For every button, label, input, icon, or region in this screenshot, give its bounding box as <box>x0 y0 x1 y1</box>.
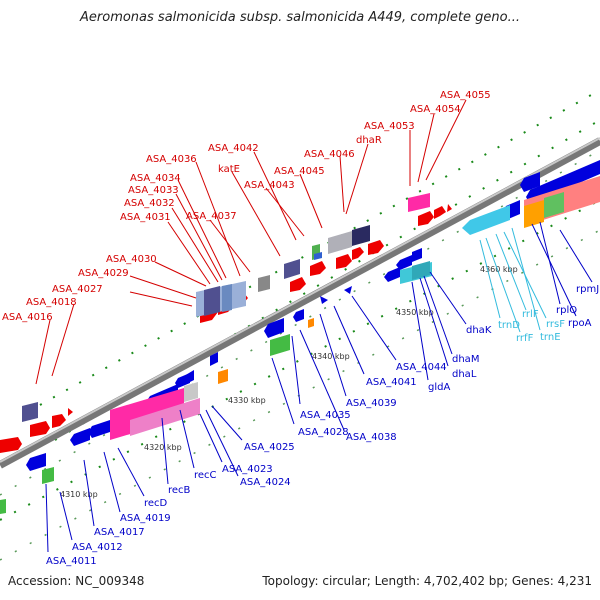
gene-label: ASA_4024 <box>240 477 291 488</box>
gene-label: rplQ <box>556 305 577 316</box>
gene-label: ASA_4036 <box>146 154 197 165</box>
accession-text: Accession: NC_009348 <box>8 574 145 588</box>
forward-strand-boxes <box>22 193 430 422</box>
gene-label: ASA_4018 <box>26 297 77 308</box>
gene-label: ASA_4031 <box>120 212 171 223</box>
gene-label: ASA_4043 <box>244 180 295 191</box>
ruler-label: 4310 kbp <box>60 490 98 499</box>
gene-label: dhaR <box>356 135 382 146</box>
genome-backbone <box>0 137 600 469</box>
gene-label: ASA_4055 <box>440 90 491 101</box>
gene-label: ASA_4023 <box>222 464 273 475</box>
gene-label: ASA_4045 <box>274 166 325 177</box>
inner-tick-row <box>0 199 600 561</box>
gene-label: ASA_4012 <box>72 542 123 553</box>
gene-label: ASA_4033 <box>128 185 179 196</box>
gene-label: ASA_4034 <box>130 173 181 184</box>
map-title: Aeromonas salmonicida subsp. salmonicida… <box>80 10 520 25</box>
gene-label: ASA_4046 <box>304 149 355 160</box>
gene-label: ASA_4054 <box>410 104 461 115</box>
reverse-strand-boxes <box>0 176 600 514</box>
ruler-label: 4340 kbp <box>312 352 350 361</box>
gene-label: recB <box>168 485 191 496</box>
gene-label: katE <box>218 164 240 175</box>
gene-label: ASA_4011 <box>46 556 97 567</box>
reverse-leader-lines <box>45 221 593 553</box>
ruler-label: 4360 kbp <box>480 265 518 274</box>
rna-gene-labels: trnD rrfF rrlF rrsF trnE <box>498 309 565 344</box>
ruler-labels: 4310 kbp 4320 kbp 4330 kbp 4340 kbp 4350… <box>60 265 518 499</box>
gene-label: rrlF <box>522 309 539 320</box>
gene-label: ASA_4035 <box>300 410 351 421</box>
forward-leader-lines <box>35 99 467 385</box>
gene-label: recC <box>194 470 217 481</box>
gene-label: trnD <box>498 320 520 331</box>
gene-label: ASA_4042 <box>208 143 259 154</box>
gene-label: trnE <box>540 332 561 343</box>
rna-leader-lines <box>479 227 547 333</box>
gene-label: ASA_4017 <box>94 527 145 538</box>
gene-label: ASA_4044 <box>396 362 447 373</box>
gene-label: ASA_4028 <box>298 427 349 438</box>
genome-summary-text: Topology: circular; Length: 4,702,402 bp… <box>262 574 592 588</box>
gene-label: rpoA <box>568 318 592 329</box>
gene-label: recD <box>144 498 168 509</box>
ruler-label: 4330 kbp <box>228 396 266 405</box>
gene-label: ASA_4041 <box>366 377 417 388</box>
gene-label: ASA_4053 <box>364 121 415 132</box>
gene-label: ASA_4029 <box>78 268 129 279</box>
gene-label: ASA_4025 <box>244 442 295 453</box>
gene-label: ASA_4032 <box>124 198 175 209</box>
gene-label: rpmJ <box>576 284 599 295</box>
gene-label: dhaM <box>452 354 479 365</box>
gene-label: ASA_4019 <box>120 513 171 524</box>
gene-label: ASA_4027 <box>52 284 103 295</box>
gene-label: ASA_4037 <box>186 211 237 222</box>
ruler-label: 4320 kbp <box>144 443 182 452</box>
ruler-label: 4350 kbp <box>396 308 434 317</box>
reverse-gene-labels: ASA_4011 ASA_4012 ASA_4017 ASA_4019 recD… <box>46 284 599 567</box>
gene-label: rrsF <box>546 319 565 330</box>
gene-label: dhaL <box>452 369 477 380</box>
gene-label: ASA_4039 <box>346 398 397 409</box>
gene-label: ASA_4030 <box>106 254 157 265</box>
forward-gene-labels: ASA_4016 ASA_4018 ASA_4027 ASA_4029 ASA_… <box>2 90 491 323</box>
gene-label: dhaK <box>466 325 492 336</box>
gene-label: ASA_4038 <box>346 432 397 443</box>
gene-label: rrfF <box>516 333 534 344</box>
gene-label: gldA <box>428 382 450 393</box>
gene-label: ASA_4016 <box>2 312 53 323</box>
